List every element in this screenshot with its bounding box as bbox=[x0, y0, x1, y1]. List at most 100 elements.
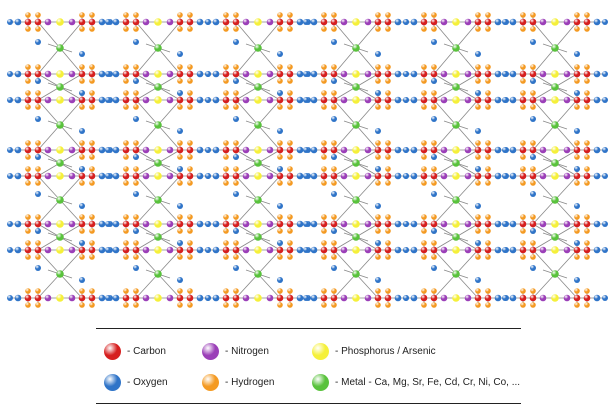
oxygen-atom bbox=[14, 146, 22, 154]
bond-line bbox=[532, 21, 556, 49]
bond-line bbox=[157, 199, 181, 225]
oxygen-atom bbox=[310, 172, 318, 180]
carbon-atom bbox=[132, 70, 140, 78]
carbon-atom bbox=[24, 220, 32, 228]
hydrogen-atom bbox=[530, 104, 536, 110]
oxygen-atom bbox=[233, 265, 239, 271]
bond-line bbox=[37, 149, 61, 164]
oxygen-atom bbox=[403, 97, 409, 103]
carbon-atom bbox=[583, 18, 591, 26]
carbon-atom bbox=[330, 146, 338, 154]
metal-atom bbox=[452, 270, 460, 278]
carbon-atom bbox=[276, 70, 284, 78]
bond-line bbox=[355, 249, 379, 275]
bond-line bbox=[235, 223, 259, 238]
bond-line bbox=[554, 21, 578, 49]
metal-atom bbox=[56, 83, 64, 91]
nitrogen-atom bbox=[68, 294, 76, 302]
oxygen-atom bbox=[475, 203, 481, 209]
oxygen-atom bbox=[303, 71, 309, 77]
carbon-atom bbox=[519, 294, 527, 302]
hydrogen-atom bbox=[331, 240, 337, 246]
hydrogen-atom bbox=[321, 26, 327, 32]
hydrogen-atom bbox=[421, 228, 427, 234]
oxygen-atom bbox=[494, 146, 502, 154]
hydrogen-atom bbox=[331, 90, 337, 96]
carbon-atom bbox=[88, 246, 96, 254]
carbon-atom bbox=[529, 146, 537, 154]
legend-item-hydrogen: - Hydrogen bbox=[202, 372, 274, 392]
hydrogen-atom bbox=[574, 78, 580, 84]
oxygen-atom bbox=[431, 228, 437, 234]
nitrogen-atom bbox=[142, 18, 150, 26]
hydrogen-atom bbox=[321, 302, 327, 308]
hydrogen-atom bbox=[421, 140, 427, 146]
oxygen-atom bbox=[475, 90, 481, 96]
hydrogen-atom bbox=[584, 228, 590, 234]
oxygen-atom bbox=[79, 203, 85, 209]
bond-line bbox=[532, 249, 556, 275]
bond-line bbox=[333, 124, 357, 151]
carbon-atom bbox=[24, 96, 32, 104]
hydrogen-atom bbox=[89, 104, 95, 110]
hydrogen-atom bbox=[89, 78, 95, 84]
carbon-atom bbox=[176, 146, 184, 154]
carbon-atom bbox=[519, 70, 527, 78]
nitrogen-atom bbox=[266, 18, 274, 26]
hydrogen-atom bbox=[35, 288, 41, 294]
carbon-atom bbox=[430, 18, 438, 26]
hydrogen-atom bbox=[287, 140, 293, 146]
carbon-atom bbox=[176, 246, 184, 254]
hydrogen-atom bbox=[331, 180, 337, 186]
hydrogen-atom bbox=[123, 154, 129, 160]
hydrogen-atom bbox=[277, 104, 283, 110]
hydrogen-atom bbox=[520, 90, 526, 96]
bond-line bbox=[257, 223, 281, 238]
oxygen-atom bbox=[112, 96, 120, 104]
hydrogen-atom bbox=[431, 302, 437, 308]
legend-label-nitrogen: - Nitrogen bbox=[225, 345, 269, 357]
oxygen-atom bbox=[530, 228, 536, 234]
oxygen-atom bbox=[394, 146, 402, 154]
hydrogen-atom bbox=[431, 254, 437, 260]
hydrogen-atom bbox=[187, 214, 193, 220]
nitrogen-atom bbox=[142, 172, 150, 180]
hydrogen-atom bbox=[574, 12, 580, 18]
nitrogen-atom bbox=[464, 246, 472, 254]
hydrogen-atom bbox=[485, 302, 491, 308]
oxygen-atom bbox=[502, 147, 508, 153]
hydrogen-atom bbox=[287, 154, 293, 160]
oxygen-atom bbox=[593, 294, 601, 302]
hydrogen-atom bbox=[89, 154, 95, 160]
carbon-atom bbox=[384, 246, 392, 254]
hydrogen-atom bbox=[277, 154, 283, 160]
oxygen-atom bbox=[7, 147, 13, 153]
oxygen-atom bbox=[296, 18, 304, 26]
phosphorus-atom bbox=[452, 246, 460, 254]
hydrogen-atom bbox=[123, 214, 129, 220]
hydrogen-atom bbox=[133, 288, 139, 294]
hydrogen-atom bbox=[485, 140, 491, 146]
hydrogen-atom bbox=[375, 180, 381, 186]
phosphorus-atom bbox=[551, 96, 559, 104]
hydrogen-atom bbox=[584, 12, 590, 18]
phosphorus-atom bbox=[352, 18, 360, 26]
bond-line bbox=[257, 175, 281, 201]
oxygen-atom bbox=[212, 294, 220, 302]
oxygen-atom bbox=[205, 71, 211, 77]
nitrogen-atom bbox=[68, 70, 76, 78]
hydrogen-atom bbox=[277, 140, 283, 146]
hydrogen-atom bbox=[79, 214, 85, 220]
phosphorus-atom bbox=[551, 146, 559, 154]
bond-line bbox=[257, 21, 281, 49]
oxygen-atom bbox=[303, 97, 309, 103]
oxygen-atom bbox=[574, 166, 580, 172]
bond-line bbox=[554, 273, 578, 299]
carbon-atom bbox=[374, 18, 382, 26]
bond-lines bbox=[10, 15, 605, 305]
bond-line bbox=[455, 124, 479, 151]
oxygen-atom bbox=[475, 240, 481, 246]
bond-line bbox=[333, 86, 357, 101]
hydrogen-atom bbox=[79, 302, 85, 308]
oxygen-atom bbox=[331, 78, 337, 84]
